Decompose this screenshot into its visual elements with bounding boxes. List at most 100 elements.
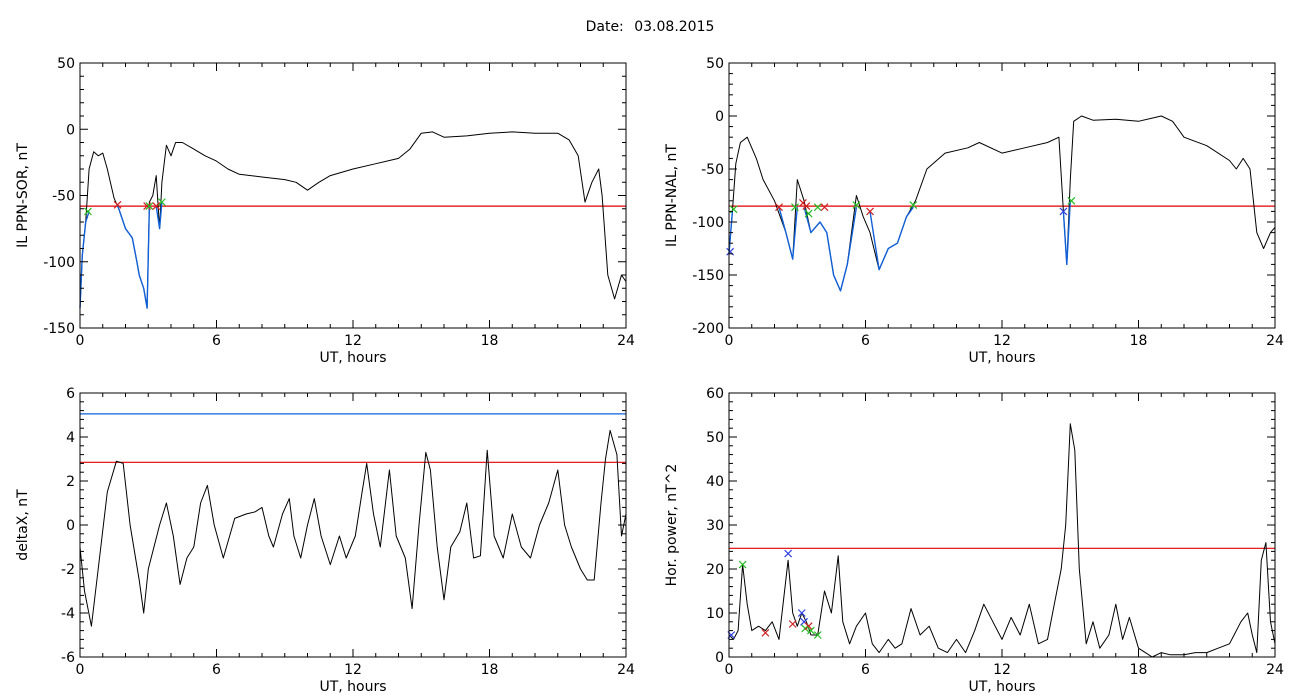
marker-stroke [804,622,813,631]
x-tick-label: 6 [861,333,870,349]
marker-stroke [761,628,770,637]
marker-stroke [813,631,822,639]
marker-stroke [1067,196,1076,205]
y-axis-label: deltaX, nT [15,489,31,561]
y-tick-label: -100 [692,215,724,231]
series-line [778,207,798,260]
marker [784,549,793,558]
y-tick-label: 50 [57,56,75,72]
chart-il-ppn-sor: 0 6 12 18 24 -150 -100 -50 0 50 UT, hours IL PPN-SO… [15,56,635,366]
x-tick-label: 0 [725,662,734,678]
marker-stroke [802,202,811,211]
marker [791,203,799,212]
y-tick-label: 0 [66,518,75,534]
y-tick-label: 4 [66,430,75,446]
series-line [869,206,914,271]
marker-stroke [800,617,808,626]
date-label: Date: [585,19,624,35]
y-tick-label: 20 [706,562,724,578]
marker [157,198,166,207]
x-axis-label: UT, hours [319,679,386,695]
marker-stroke [84,207,92,216]
marker-stroke [866,207,874,216]
marker-stroke [820,203,829,212]
series-line [155,202,163,230]
series-line [1062,200,1071,266]
y-axis-label: Hor. power, nT^2 [664,464,680,587]
marker [1067,196,1076,205]
y-tick-label: 0 [715,650,724,666]
x-tick-label: 0 [76,662,85,678]
marker [804,622,813,631]
x-axis-label: UT, hours [968,350,1035,366]
plot-frame [728,392,1276,658]
x-tick-label: 18 [481,333,499,349]
x-tick-label: 0 [725,333,734,349]
marker-stroke [797,609,806,617]
marker [761,628,770,637]
series-line [79,131,627,309]
marker-stroke [806,626,815,635]
y-tick-label: 10 [706,606,724,622]
plot-frame [728,62,1276,329]
marker [738,560,747,569]
marker-stroke [152,202,161,211]
series-line [79,429,627,627]
marker [806,626,815,635]
marker-stroke [157,198,166,207]
marker [820,203,829,212]
marker-stroke [852,201,861,209]
y-tick-label: 40 [706,474,724,490]
y-tick-label: -6 [61,650,75,666]
marker [813,631,822,639]
marker [152,202,161,211]
chart-il-ppn-nal: 0 6 12 18 24 -200 -150 -100 -50 0 50 UT, hours IL PP… [664,56,1284,366]
marker-stroke [113,200,122,209]
series-line [79,211,90,309]
y-axis-label: IL PPN-NAL, nT [664,144,680,247]
y-tick-label: 6 [66,386,75,402]
marker [775,203,783,212]
y-tick-label: -100 [43,255,75,271]
date-value: 03.08.2015 [634,19,715,35]
marker-stroke [775,203,783,212]
marker [84,207,92,216]
x-tick-label: 6 [861,662,870,678]
marker-stroke [738,560,747,569]
y-tick-label: 2 [66,474,75,490]
x-tick-label: 12 [344,333,362,349]
x-tick-label: 24 [1266,333,1284,349]
y-tick-label: -50 [701,162,724,178]
marker-stroke [145,202,154,211]
series-line [728,115,1276,292]
x-tick-label: 12 [993,662,1011,678]
y-tick-label: -2 [61,562,75,578]
x-tick-label: 18 [1130,333,1148,349]
marker [909,201,918,209]
x-tick-label: 24 [617,662,635,678]
series-line [803,207,858,292]
y-axis-label: IL PPN-SOR, nT [15,143,31,248]
x-tick-label: 12 [344,662,362,678]
x-tick-label: 12 [993,333,1011,349]
marker [801,624,810,633]
x-axis-label: UT, hours [968,679,1035,695]
plot-frame [79,62,627,329]
marker [866,207,874,216]
x-tick-label: 18 [481,662,499,678]
marker-stroke [788,620,797,628]
y-tick-label: 0 [66,122,75,138]
marker [802,202,811,211]
marker-stroke [784,549,793,558]
y-tick-label: 0 [715,109,724,125]
series-line [728,423,1276,658]
chart-hor-power: 0 6 12 18 24 0 10 20 30 40 50 60 UT, hours Hor. power… [664,386,1284,695]
x-tick-label: 18 [1130,662,1148,678]
marker [852,201,861,209]
marker-stroke [143,202,152,211]
x-tick-label: 0 [76,333,85,349]
x-tick-label: 24 [1266,662,1284,678]
x-tick-label: 24 [617,333,635,349]
